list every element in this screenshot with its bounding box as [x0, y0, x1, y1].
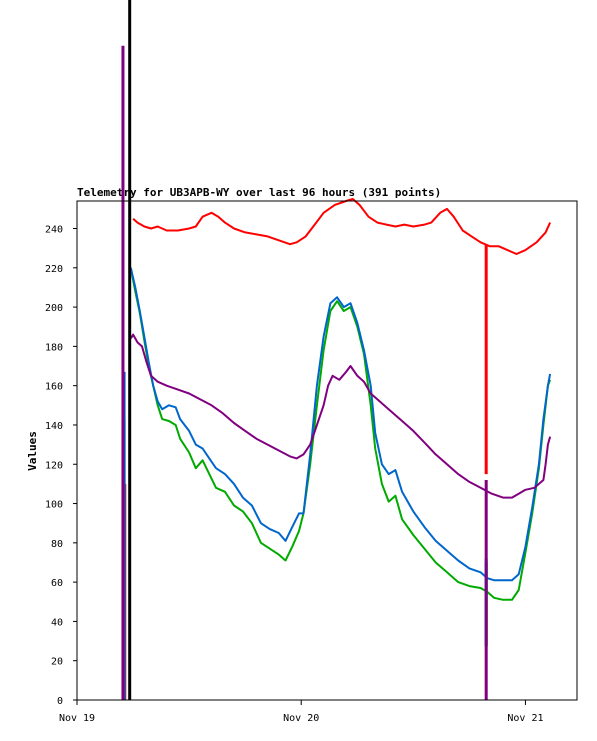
y-tick-label: 180 — [45, 342, 63, 353]
x-axis: Nov 19 Nov 20 Nov 21 — [59, 700, 543, 724]
y-tick-label: 140 — [45, 421, 63, 432]
series-line — [129, 267, 552, 601]
y-axis-label: Values — [26, 431, 39, 471]
y-tick-label: 200 — [45, 303, 63, 314]
chart-title: Telemetry for UB3APB-WY over last 96 hou… — [77, 186, 441, 199]
y-axis: 0 20 40 60 80 100 120 140 160 180 200 220 240 — [45, 225, 77, 707]
plot-frame — [76, 200, 578, 701]
y-tick-label: 80 — [51, 539, 63, 550]
y-tick-label: 160 — [45, 382, 63, 393]
x-tick-label: Nov 21 — [507, 713, 543, 724]
series-4 — [121, 45, 552, 700]
y-tick-label: 0 — [57, 696, 63, 707]
series-line — [129, 333, 552, 499]
y-tick-label: 20 — [51, 657, 63, 668]
x-tick-label: Nov 19 — [59, 713, 95, 724]
y-tick-label: 240 — [45, 225, 63, 236]
series-layer — [121, 0, 552, 700]
y-tick-label: 220 — [45, 264, 63, 275]
y-tick-label: 120 — [45, 460, 63, 471]
y-tick-label: 60 — [51, 578, 63, 589]
series-line — [129, 267, 552, 582]
y-tick-label: 40 — [51, 617, 63, 628]
y-tick-label: 100 — [45, 500, 63, 511]
x-tick-label: Nov 20 — [283, 713, 319, 724]
